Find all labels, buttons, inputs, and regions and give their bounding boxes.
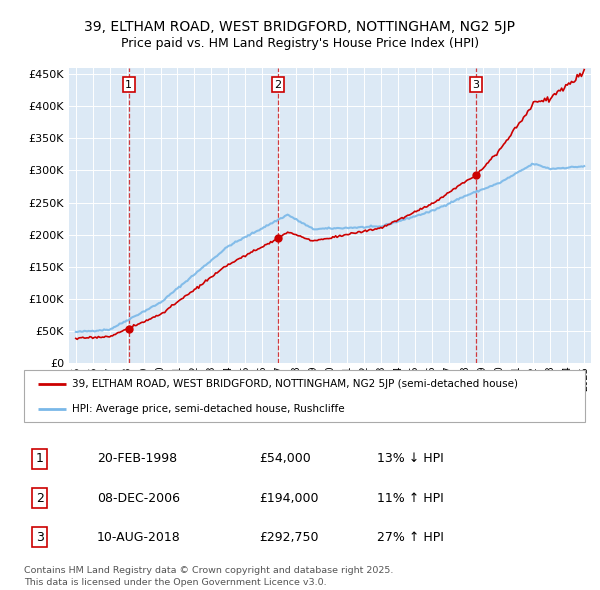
Text: 20-FEB-1998: 20-FEB-1998 [97,452,177,466]
FancyBboxPatch shape [24,370,585,422]
Text: 08-DEC-2006: 08-DEC-2006 [97,491,180,505]
Text: 1: 1 [125,80,133,90]
Text: 3: 3 [36,530,44,544]
Text: This data is licensed under the Open Government Licence v3.0.: This data is licensed under the Open Gov… [24,578,326,588]
Text: 11% ↑ HPI: 11% ↑ HPI [377,491,444,505]
Text: 39, ELTHAM ROAD, WEST BRIDGFORD, NOTTINGHAM, NG2 5JP (semi-detached house): 39, ELTHAM ROAD, WEST BRIDGFORD, NOTTING… [71,379,518,389]
Text: £54,000: £54,000 [260,452,311,466]
Text: 27% ↑ HPI: 27% ↑ HPI [377,530,445,544]
Text: Price paid vs. HM Land Registry's House Price Index (HPI): Price paid vs. HM Land Registry's House … [121,37,479,50]
Text: £292,750: £292,750 [260,530,319,544]
Text: 10-AUG-2018: 10-AUG-2018 [97,530,181,544]
Text: HPI: Average price, semi-detached house, Rushcliffe: HPI: Average price, semi-detached house,… [71,404,344,414]
Text: 3: 3 [472,80,479,90]
Text: 1: 1 [36,452,44,466]
Text: 13% ↓ HPI: 13% ↓ HPI [377,452,444,466]
Text: 2: 2 [274,80,281,90]
Text: £194,000: £194,000 [260,491,319,505]
Text: 39, ELTHAM ROAD, WEST BRIDGFORD, NOTTINGHAM, NG2 5JP: 39, ELTHAM ROAD, WEST BRIDGFORD, NOTTING… [85,19,515,34]
Text: Contains HM Land Registry data © Crown copyright and database right 2025.: Contains HM Land Registry data © Crown c… [24,566,394,575]
Text: 2: 2 [36,491,44,505]
